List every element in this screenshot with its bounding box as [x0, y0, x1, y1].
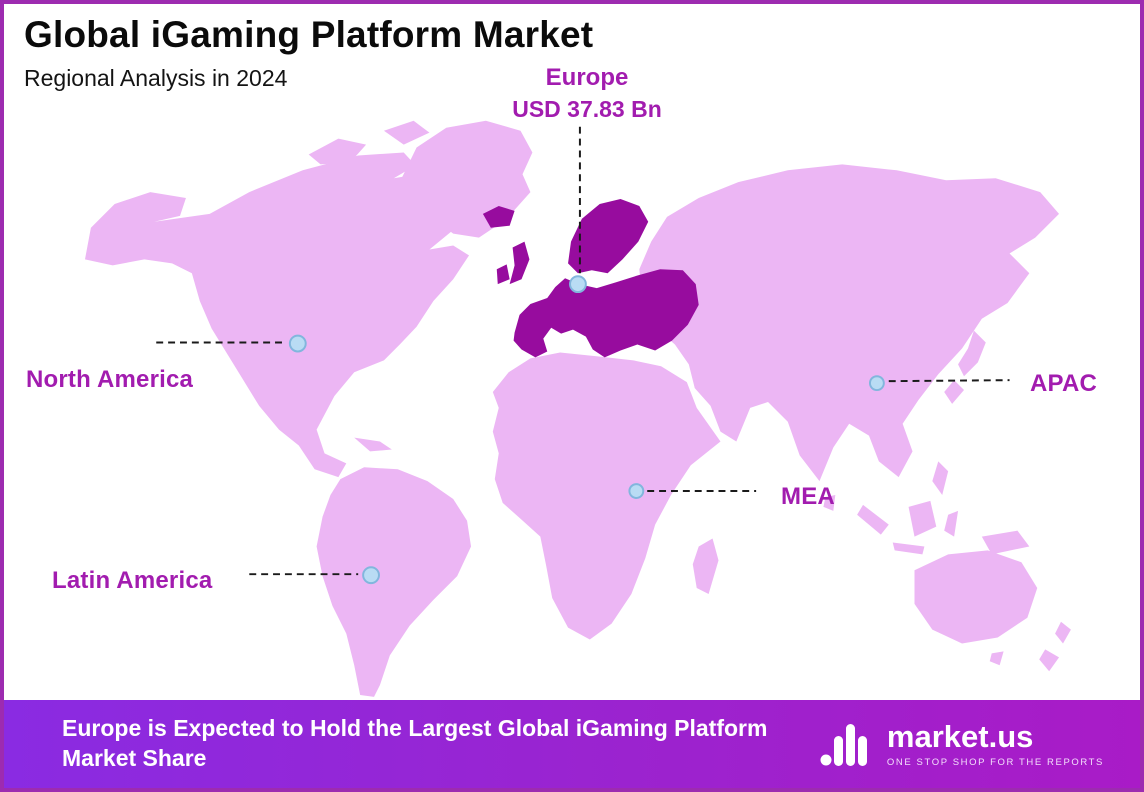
indonesia-shape: [892, 542, 925, 555]
indonesia-shape: [908, 500, 937, 537]
new-guinea-shape: [981, 530, 1030, 555]
apac-leader-line: [888, 379, 1010, 383]
north-america-shape: [84, 152, 470, 478]
apac-marker: [868, 375, 885, 392]
asia-shape: [639, 164, 1060, 482]
iceland-shape: [482, 205, 515, 228]
ireland-shape: [496, 264, 510, 285]
header: Global iGaming Platform Market Regional …: [24, 14, 593, 92]
europe-label: Europe: [545, 64, 629, 91]
europe-marker: [569, 275, 587, 294]
europe-value: USD 37.83 Bn: [512, 96, 662, 122]
sri-lanka-shape: [823, 494, 836, 511]
world-map: [84, 120, 1071, 697]
mea-label: MEA: [781, 483, 835, 510]
europe-callout: Europe USD 37.83 Bn: [447, 64, 727, 123]
continents: [84, 120, 1071, 697]
scandinavia-shape: [568, 199, 649, 274]
marketus-logo-icon: [820, 724, 867, 766]
arctic-islands-shape: [383, 120, 430, 145]
banner: Europe is Expected to Hold the Largest G…: [4, 700, 1140, 788]
europe-mainland-shape: [513, 269, 699, 358]
philippines-shape: [932, 461, 949, 495]
caribbean-shape: [354, 437, 392, 452]
brand-name: market.us: [886, 718, 1034, 754]
brand-tagline: ONE STOP SHOP FOR THE REPORTS: [886, 756, 1104, 768]
mea-marker: [628, 483, 645, 499]
page-title: Global iGaming Platform Market: [24, 14, 594, 55]
australia-shape: [914, 550, 1038, 644]
indonesia-shape: [944, 510, 959, 537]
brand-lockup: market.us ONE STOP SHOP FOR THE REPORTS: [819, 716, 1104, 772]
latin-america-label: Latin America: [52, 567, 213, 594]
brand-words: market.us ONE STOP SHOP FOR THE REPORTS: [887, 721, 1104, 768]
north-america-marker: [288, 334, 307, 353]
new-zealand-shape: [1055, 621, 1071, 644]
north-america-label: North America: [26, 366, 194, 393]
apac-label: APAC: [1030, 370, 1098, 397]
arctic-islands-shape: [308, 138, 367, 165]
japan-shape: [958, 330, 986, 377]
madagascar-shape: [692, 538, 719, 594]
new-zealand-shape: [1039, 649, 1060, 672]
africa-shape: [492, 352, 721, 640]
europe-highlight: [482, 199, 699, 358]
uk-shape: [509, 241, 530, 285]
south-america-shape: [316, 467, 472, 697]
tasmania-shape: [989, 651, 1004, 666]
region-markers: [288, 275, 885, 585]
leader-lines: [156, 126, 1010, 576]
latin-america-marker: [362, 566, 380, 585]
indonesia-shape: [857, 504, 889, 535]
japan-shape: [944, 380, 964, 404]
banner-text: Europe is Expected to Hold the Largest G…: [62, 715, 768, 771]
page-subtitle: Regional Analysis in 2024: [24, 64, 288, 91]
